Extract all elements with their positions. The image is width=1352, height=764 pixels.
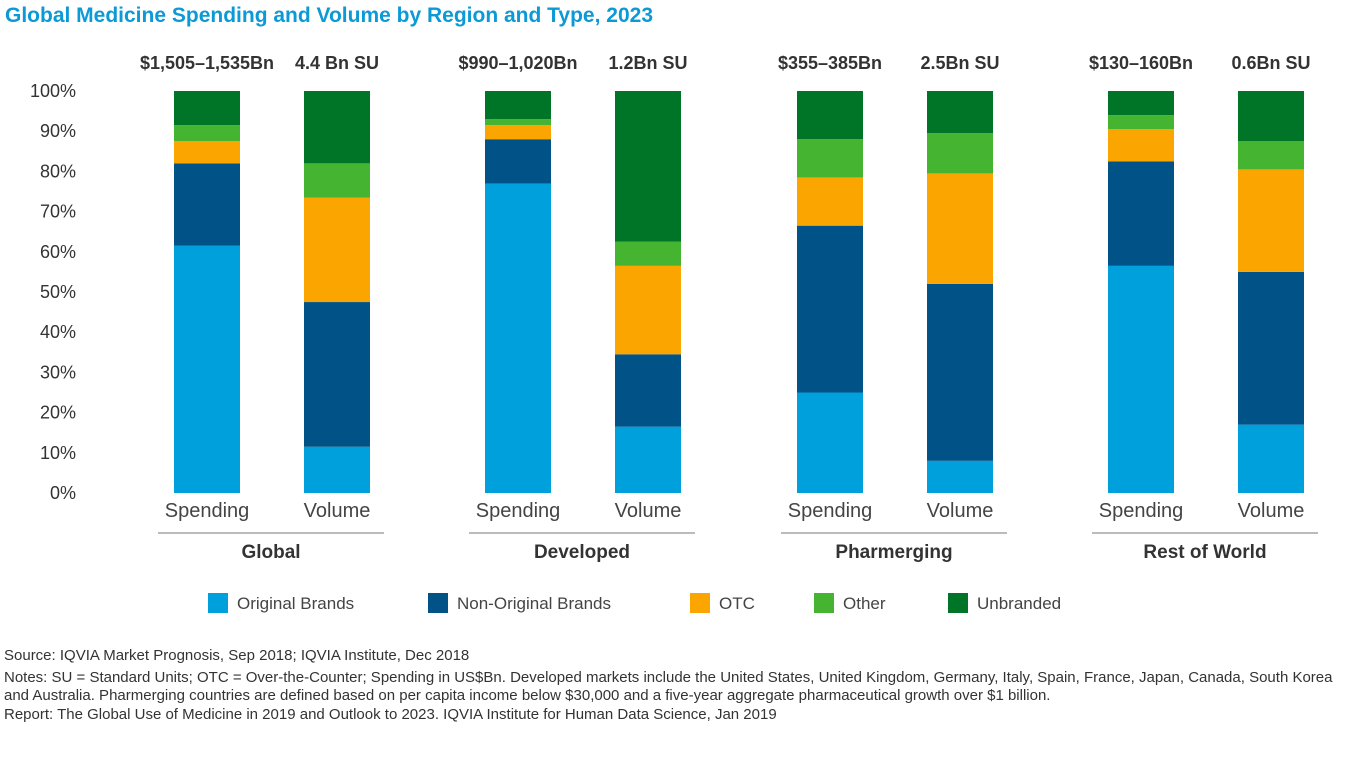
x-tick-label: Spending (165, 500, 250, 522)
legend-swatch (208, 593, 228, 613)
y-tick-label: 10% (40, 443, 76, 463)
bar-segment-non-original-brands (304, 302, 370, 447)
notes-text: Notes: SU = Standard Units; OTC = Over-t… (4, 668, 1333, 705)
bar-total-label: $130–160Bn (1089, 53, 1193, 73)
bar-segment-unbranded (304, 91, 370, 164)
bar-total-label: 0.6Bn SU (1231, 53, 1310, 73)
report-note: Report: The Global Use of Medicine in 20… (4, 705, 777, 723)
bar-segment-unbranded (1238, 91, 1304, 142)
legend-label: OTC (719, 594, 755, 613)
bar-total-label: 2.5Bn SU (920, 53, 999, 73)
y-tick-label: 100% (30, 81, 76, 101)
bar-segment-original-brands (927, 460, 993, 493)
y-tick-label: 50% (40, 282, 76, 302)
group-label: Global (241, 542, 300, 563)
y-tick-label: 0% (50, 483, 76, 503)
bar-segment-unbranded (797, 91, 863, 140)
bar-segment-unbranded (174, 91, 240, 126)
bar-segment-other (615, 241, 681, 266)
bar-total-label: $990–1,020Bn (458, 53, 577, 73)
bar-segment-other (1238, 141, 1304, 170)
y-tick-label: 80% (40, 161, 76, 181)
y-tick-label: 20% (40, 403, 76, 423)
legend-label: Non-Original Brands (457, 594, 611, 613)
group-label: Developed (534, 542, 630, 563)
legend-label: Original Brands (237, 594, 354, 613)
legend-swatch (948, 593, 968, 613)
legend-label: Other (843, 594, 886, 613)
chart-title: Global Medicine Spending and Volume by R… (5, 4, 653, 27)
bar-segment-non-original-brands (615, 354, 681, 427)
bar-segment-unbranded (615, 91, 681, 242)
bar-segment-original-brands (1108, 265, 1174, 493)
bar-segment-other (1108, 115, 1174, 130)
bar-segment-otc (615, 265, 681, 355)
bar-segment-other (174, 125, 240, 142)
bar-segment-non-original-brands (797, 225, 863, 393)
bar-segment-other (797, 139, 863, 178)
x-tick-label: Volume (615, 500, 682, 522)
bar-segment-otc (304, 197, 370, 303)
bar-segment-non-original-brands (1238, 271, 1304, 425)
stacked-bar-chart: 0% 10% 20% 30% 40% 50% 60% 70% 80% 90% 100% $1,505–… (30, 53, 1318, 613)
footnotes: Source: IQVIA Market Prognosis, Sep 2018… (4, 647, 1344, 724)
y-tick-label: 60% (40, 242, 76, 262)
x-tick-label: Spending (788, 500, 873, 522)
y-tick-label: 30% (40, 362, 76, 382)
y-tick-label: 40% (40, 322, 76, 342)
bar-segment-otc (797, 177, 863, 226)
legend-swatch (690, 593, 710, 613)
bar-segment-original-brands (174, 245, 240, 493)
bar-segment-unbranded (1108, 91, 1174, 116)
bar-segment-other (304, 163, 370, 198)
bar-segment-original-brands (485, 183, 551, 493)
bar-total-label: $355–385Bn (778, 53, 882, 73)
group-label: Rest of World (1143, 542, 1266, 563)
bar-segment-non-original-brands (1108, 161, 1174, 266)
bar-total-label: 4.4 Bn SU (295, 53, 379, 73)
bar-segment-non-original-brands (927, 283, 993, 461)
source-note: Source: IQVIA Market Prognosis, Sep 2018… (4, 647, 470, 664)
legend-label: Unbranded (977, 594, 1061, 613)
y-tick-label: 90% (40, 121, 76, 141)
bar-total-label: 1.2Bn SU (608, 53, 687, 73)
x-tick-label: Volume (1238, 500, 1305, 522)
bar-segment-original-brands (797, 392, 863, 493)
bar-segment-otc (174, 141, 240, 164)
bar-segment-original-brands (1238, 424, 1304, 493)
x-tick-label: Volume (927, 500, 994, 522)
bar-segment-unbranded (927, 91, 993, 134)
x-tick-label: Volume (304, 500, 371, 522)
y-tick-label: 70% (40, 202, 76, 222)
bar-segment-otc (1238, 169, 1304, 272)
bar-segment-non-original-brands (174, 163, 240, 246)
bar-segment-other (485, 119, 551, 126)
bar-segment-otc (485, 125, 551, 140)
bar-segment-unbranded (485, 91, 551, 120)
bar-segment-original-brands (304, 446, 370, 493)
legend-swatch (428, 593, 448, 613)
x-tick-label: Spending (476, 500, 561, 522)
bar-segment-other (927, 133, 993, 174)
bar-segment-otc (927, 173, 993, 284)
x-tick-label: Spending (1099, 500, 1184, 522)
legend-swatch (814, 593, 834, 613)
bar-segment-original-brands (615, 426, 681, 493)
bar-segment-non-original-brands (485, 139, 551, 184)
group-label: Pharmerging (835, 542, 952, 563)
bar-total-label: $1,505–1,535Bn (140, 53, 274, 73)
bar-segment-otc (1108, 129, 1174, 162)
